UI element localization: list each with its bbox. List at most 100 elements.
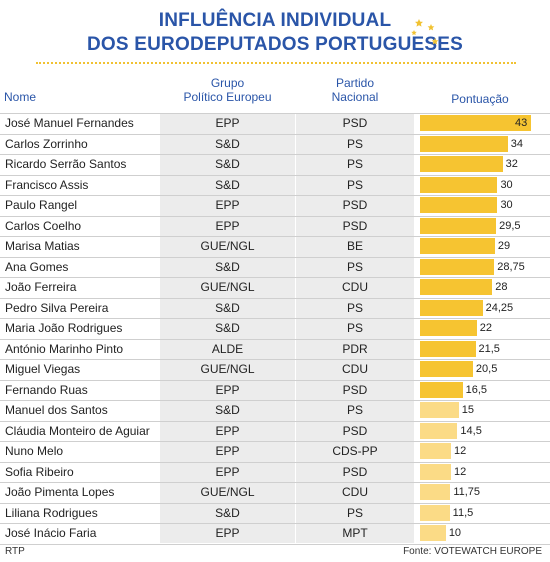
row-partido: PS (346, 321, 363, 335)
row-nome: Ricardo Serrão Santos (5, 157, 127, 171)
row-divider (0, 195, 550, 196)
column-background-partido (296, 113, 414, 543)
score-label: 12 (453, 465, 467, 478)
column-background-grupo (160, 113, 295, 543)
row-grupo: EPP (215, 526, 240, 540)
score-label: 34 (510, 137, 524, 150)
score-bar (420, 320, 477, 336)
row-grupo: S&D (215, 157, 240, 171)
score-label: 28 (495, 281, 508, 293)
row-grupo: EPP (215, 198, 240, 212)
row-nome: Sofia Ribeiro (5, 464, 74, 479)
header-grupo-line-1: Grupo (210, 76, 245, 90)
row-nome: Cláudia Monteiro de Aguiar (5, 423, 150, 438)
score-bar (420, 217, 497, 234)
row-nome: Carlos Coelho (5, 218, 82, 233)
row-nome: Ana Gomes (5, 259, 69, 274)
row-divider (0, 379, 550, 381)
score-label: 30 (500, 178, 513, 191)
score-bar (420, 238, 495, 254)
row-divider (0, 277, 550, 278)
header-partido-line-2: Nacional (331, 90, 379, 104)
score-label: 16,5 (465, 383, 487, 396)
row-partido: PDR (342, 341, 368, 356)
row-divider (0, 318, 550, 319)
row-nome: Nuno Melo (5, 444, 64, 458)
row-partido: PSD (342, 423, 368, 438)
row-nome: João Ferreira (5, 280, 77, 294)
row-grupo: S&D (215, 321, 240, 335)
row-divider (0, 359, 550, 360)
score-bar (420, 279, 493, 295)
score-bar (420, 402, 459, 418)
row-divider (0, 441, 550, 442)
score-bar (420, 197, 498, 213)
row-grupo: S&D (215, 300, 240, 315)
row-partido: PS (346, 136, 363, 151)
row-divider (0, 133, 550, 135)
row-grupo: EPP (215, 464, 240, 479)
score-bar (420, 443, 451, 459)
row-partido: PS (346, 403, 363, 417)
score-label: 22 (479, 322, 493, 334)
row-nome: Manuel dos Santos (5, 403, 108, 417)
row-divider (0, 256, 550, 258)
score-bar (420, 361, 473, 377)
score-label: 11,75 (453, 486, 481, 498)
row-divider (0, 236, 550, 237)
row-divider (0, 174, 550, 176)
row-partido: CDU (342, 485, 368, 499)
row-grupo: EPP (215, 444, 240, 458)
header-partido-line-1: Partido (335, 76, 375, 90)
score-bar (420, 299, 483, 316)
row-partido: MPT (342, 526, 368, 540)
score-bar (420, 484, 451, 500)
row-grupo: EPP (215, 423, 240, 438)
row-partido: PS (346, 259, 363, 274)
score-bar (420, 115, 531, 131)
score-bar (420, 340, 476, 357)
score-label: 10 (448, 527, 462, 539)
chart-title-line-2: DOS EURODEPUTADOS PORTUGUESES (87, 34, 463, 55)
row-partido: PS (346, 157, 363, 171)
score-label: 29 (497, 240, 511, 252)
footer-credit: RTP (5, 546, 25, 557)
header-partido: Partido Nacional (296, 76, 414, 104)
row-partido: PS (346, 300, 363, 315)
row-partido: PSD (342, 382, 368, 397)
score-bar (420, 135, 508, 152)
row-nome: Miguel Viegas (5, 362, 81, 376)
row-partido: PSD (342, 116, 368, 130)
row-grupo: GUE/NGL (200, 362, 255, 376)
row-divider (0, 482, 550, 483)
score-bar (420, 258, 495, 275)
row-nome: Carlos Zorrinho (5, 136, 88, 151)
score-label: 11,5 (452, 506, 474, 519)
row-nome: Fernando Ruas (5, 382, 88, 397)
row-grupo: GUE/NGL (200, 239, 255, 253)
row-divider (0, 297, 550, 299)
row-partido: PSD (342, 464, 368, 479)
row-nome: Maria João Rodrigues (5, 321, 123, 335)
row-divider (0, 400, 550, 401)
row-grupo: ALDE (211, 341, 244, 356)
score-label: 29,5 (499, 219, 521, 232)
row-nome: João Pimenta Lopes (5, 485, 115, 499)
row-partido: CDU (342, 280, 368, 294)
row-partido: CDS-PP (332, 444, 378, 458)
row-divider (0, 502, 550, 504)
score-bar (420, 422, 458, 439)
score-bar (420, 525, 446, 541)
row-grupo: GUE/NGL (200, 280, 255, 294)
score-bar (420, 156, 503, 172)
row-grupo: S&D (215, 505, 240, 520)
score-label: 43 (515, 117, 528, 129)
row-nome: António Marinho Pinto (5, 341, 124, 356)
row-nome: Francisco Assis (5, 177, 89, 192)
row-partido: PS (346, 505, 363, 520)
row-nome: Pedro Silva Pereira (5, 300, 109, 315)
header-grupo-line-2: Político Europeu (183, 90, 272, 104)
score-bar (420, 463, 451, 480)
score-label: 20,5 (475, 363, 498, 375)
score-label: 32 (505, 158, 518, 170)
